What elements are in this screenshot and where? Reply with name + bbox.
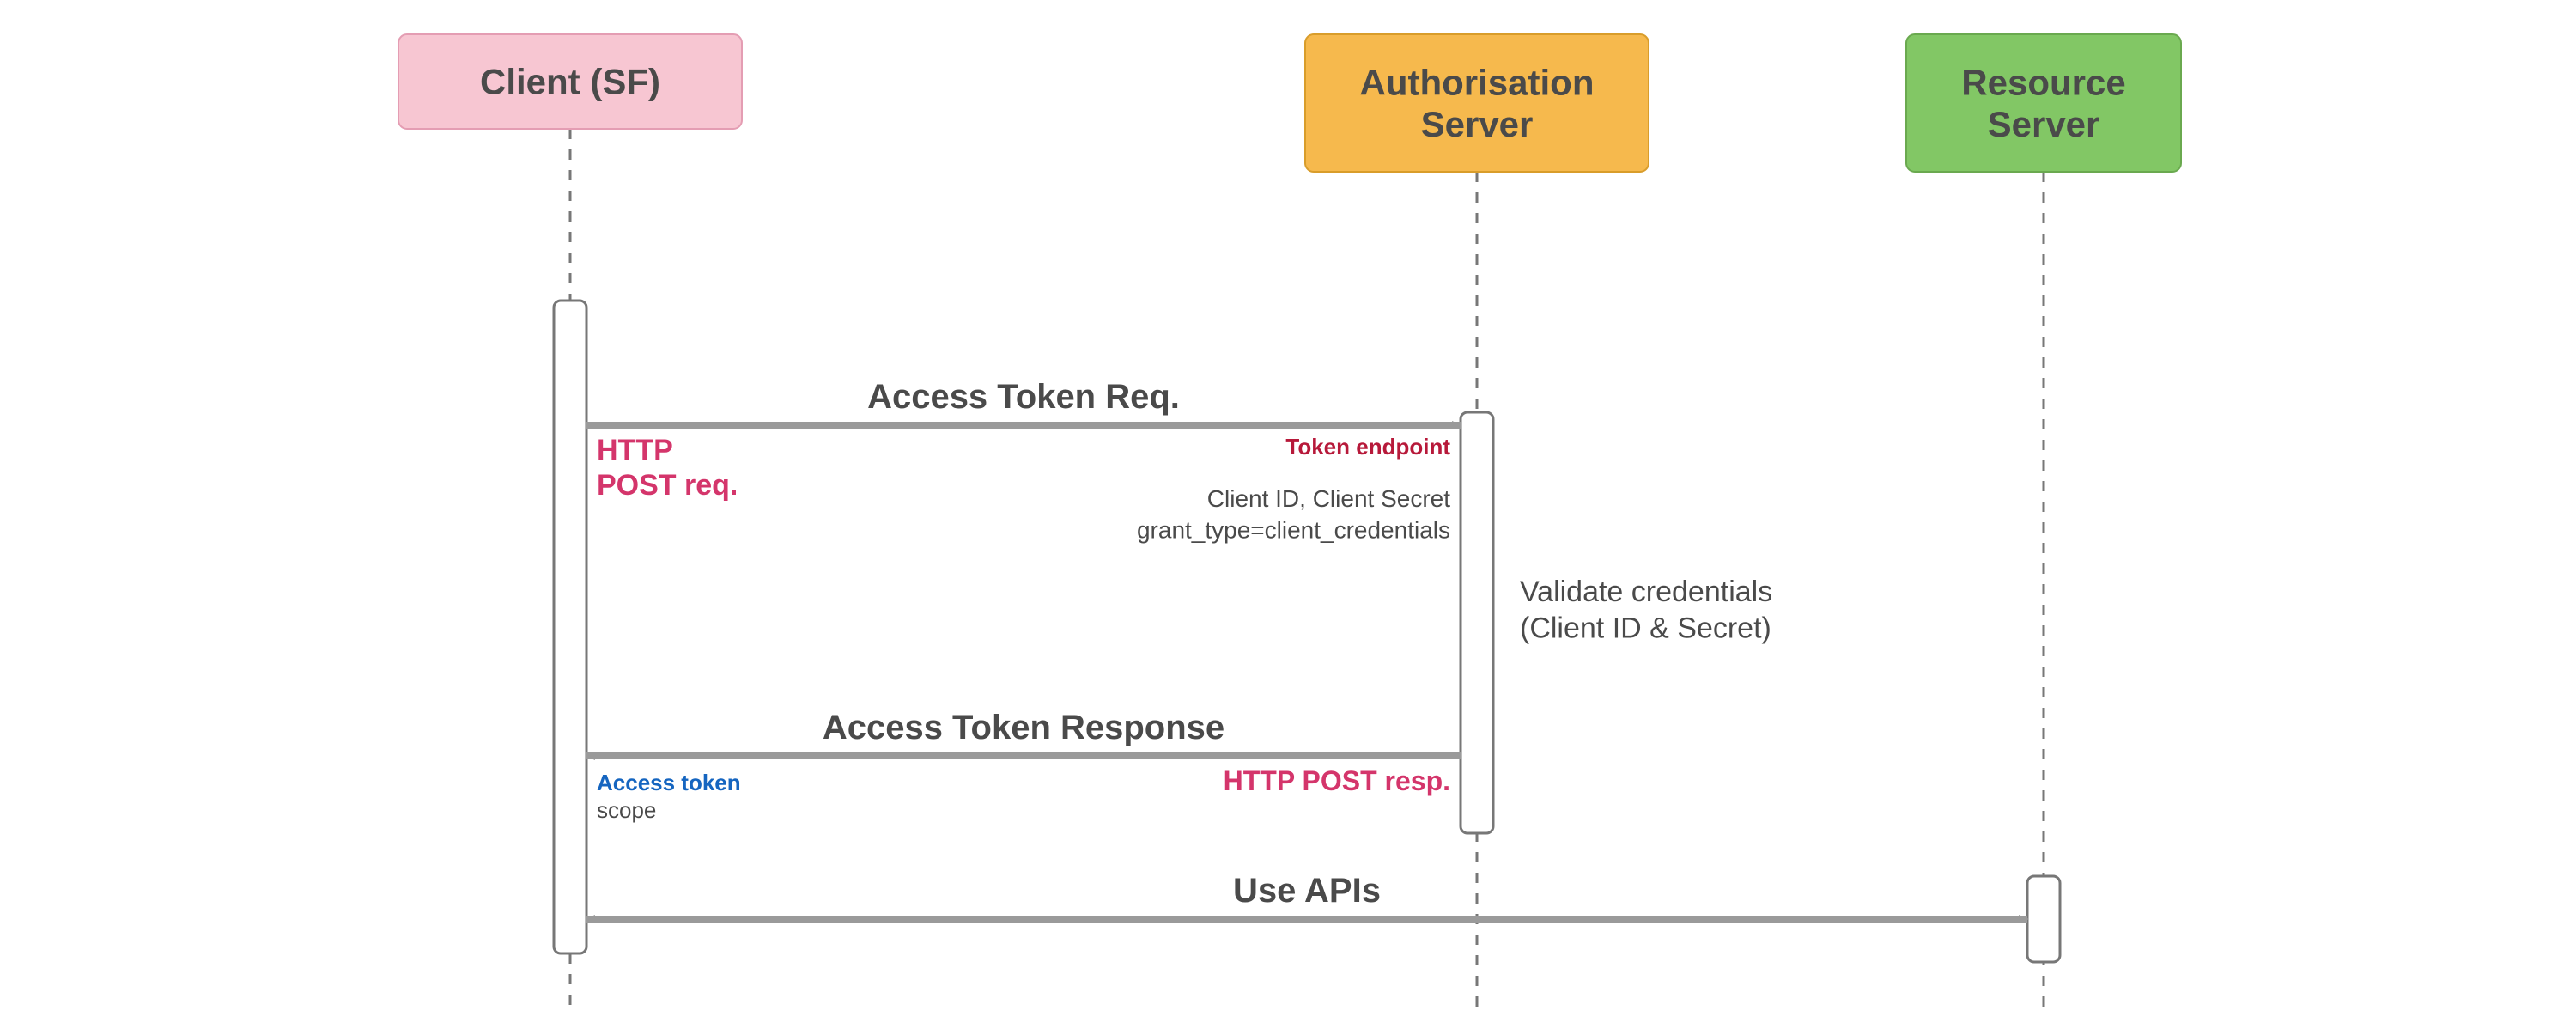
message-right-note-msg2: HTTP POST resp. xyxy=(1224,765,1450,796)
participant-auth-label: Server xyxy=(1421,104,1534,144)
side-note-validate-note: (Client ID & Secret) xyxy=(1520,612,1771,645)
participant-auth-label: Authorisation xyxy=(1360,63,1595,103)
activation-resource xyxy=(2027,876,2060,962)
activation-client xyxy=(554,301,586,953)
activation-auth xyxy=(1461,412,1493,833)
message-title-msg1: Access Token Req. xyxy=(867,378,1180,416)
message-center-sub-msg1: Client ID, Client Secret xyxy=(1207,485,1450,512)
message-center-sub-msg1: grant_type=client_credentials xyxy=(1137,516,1450,543)
participant-resource-label: Server xyxy=(1988,104,2100,144)
participant-client-label: Client (SF) xyxy=(480,62,660,102)
message-left-note-msg1: HTTP xyxy=(597,434,673,466)
side-note-validate-note: Validate credentials xyxy=(1520,576,1772,608)
message-left-main-msg2: Access token xyxy=(597,770,741,795)
participant-resource-label: Resource xyxy=(1961,63,2125,103)
message-left-sub-msg2: scope xyxy=(597,797,656,823)
message-title-msg2: Access Token Response xyxy=(823,709,1224,746)
message-title-msg3: Use APIs xyxy=(1233,872,1381,910)
message-right-note-msg1: Token endpoint xyxy=(1285,434,1450,460)
message-left-note-msg1: POST req. xyxy=(597,469,738,502)
